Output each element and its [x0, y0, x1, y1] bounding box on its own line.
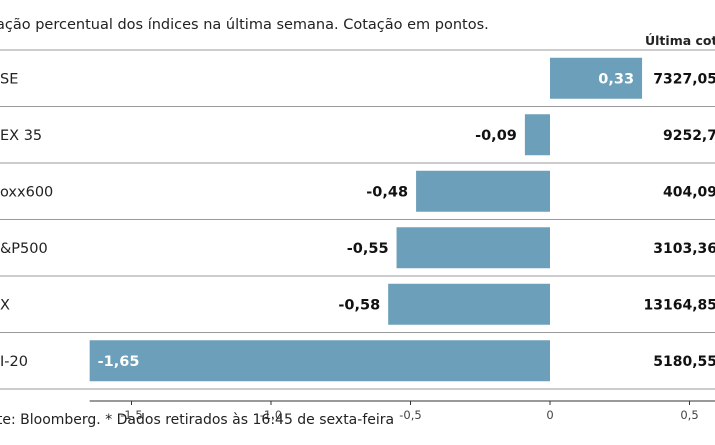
category-label: EX 35 [0, 128, 42, 144]
x-tick-label: -0,5 [399, 408, 421, 422]
category-label: X [0, 297, 10, 313]
chart-source-note: nte: Bloomberg. * Dados retirados às 16:… [0, 412, 395, 428]
value-label: -1,65 [98, 354, 140, 370]
bar [396, 227, 550, 269]
category-label: SE [0, 71, 18, 87]
last-quote-value: 3103,36 [653, 241, 715, 257]
last-quote-value: 5180,55 [653, 354, 715, 370]
x-tick-label: -1,5 [120, 408, 142, 422]
value-label: -0,48 [366, 184, 408, 200]
value-label: -0,58 [338, 297, 380, 313]
x-tick-label: 0 [546, 408, 553, 422]
value-label: 0,33 [598, 71, 634, 87]
last-quote-header: Última cotaç [645, 33, 715, 48]
last-quote-value: 404,09 [663, 184, 715, 200]
category-label: &P500 [0, 241, 48, 257]
bar [550, 57, 643, 99]
bar [388, 283, 550, 325]
x-tick-label: -1,0 [260, 408, 282, 422]
category-label: oxx600 [0, 184, 53, 200]
last-quote-value: 13164,85 [643, 297, 715, 313]
bar [89, 340, 551, 382]
x-tick-label: 0,5 [680, 408, 698, 422]
chart-subtitle: riação percentual dos índices na última … [0, 17, 489, 33]
value-label: -0,55 [347, 241, 389, 257]
last-quote-value: 7327,05 [653, 71, 715, 87]
category-label: I-20 [0, 354, 28, 370]
bar [416, 170, 550, 212]
bar [524, 114, 550, 156]
value-label: -0,09 [475, 128, 517, 144]
last-quote-value: 9252,7 [663, 128, 715, 144]
